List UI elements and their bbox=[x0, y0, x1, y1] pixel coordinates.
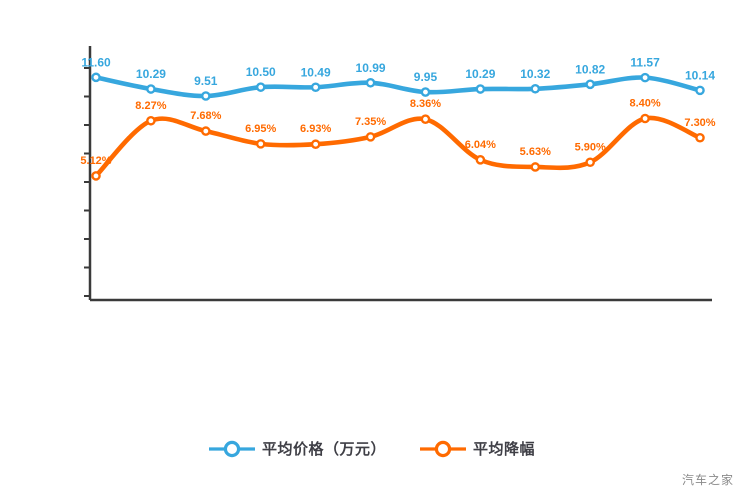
data-point-marker[interactable] bbox=[420, 87, 431, 97]
data-point-marker[interactable] bbox=[91, 72, 101, 83]
data-point-label: 7.68% bbox=[190, 110, 221, 122]
data-point-marker[interactable] bbox=[310, 139, 321, 150]
data-point-label: 5.63% bbox=[520, 146, 551, 158]
data-point-label: 10.32 bbox=[520, 67, 550, 81]
legend-item-price[interactable]: 平均价格（万元） bbox=[208, 438, 386, 459]
data-point-marker[interactable] bbox=[530, 83, 541, 94]
data-point-marker[interactable] bbox=[310, 82, 321, 93]
data-point-label: 10.82 bbox=[575, 62, 605, 76]
site-watermark: 汽车之家 bbox=[681, 473, 734, 487]
legend-marker-discount-icon bbox=[420, 440, 466, 457]
data-point-label: 10.29 bbox=[136, 67, 166, 81]
data-point-label: 6.95% bbox=[245, 123, 276, 135]
data-point-label: 5.90% bbox=[575, 141, 606, 153]
chart-legend: 平均价格（万元） 平均降幅 bbox=[0, 438, 744, 459]
legend-marker-price-icon bbox=[208, 440, 255, 457]
data-point-marker[interactable] bbox=[201, 91, 211, 101]
data-point-marker[interactable] bbox=[475, 84, 486, 94]
data-point-label: 10.14 bbox=[685, 68, 715, 82]
data-point-label: 8.40% bbox=[629, 98, 660, 110]
chart-series-layer bbox=[91, 72, 705, 181]
chart-axes bbox=[84, 46, 712, 302]
data-point-label: 8.36% bbox=[410, 98, 441, 110]
data-point-marker[interactable] bbox=[365, 77, 376, 88]
data-point-marker[interactable] bbox=[146, 84, 156, 94]
legend-item-discount[interactable]: 平均降幅 bbox=[420, 438, 535, 459]
data-point-label: 6.04% bbox=[465, 139, 496, 151]
data-point-marker[interactable] bbox=[146, 115, 156, 126]
data-point-marker[interactable] bbox=[640, 113, 650, 124]
data-point-marker[interactable] bbox=[585, 79, 595, 90]
legend-label-discount: 平均降幅 bbox=[473, 441, 536, 458]
data-point-label: 10.99 bbox=[356, 61, 386, 75]
data-point-label: 5.12% bbox=[80, 155, 111, 167]
chart-data-labels: 11.60 10.29 9.51 10.50 10.49 10.99 9.95 10.29 10… bbox=[80, 55, 715, 167]
data-point-marker[interactable] bbox=[585, 157, 595, 168]
data-point-label: 11.57 bbox=[630, 56, 660, 70]
data-point-label: 7.35% bbox=[355, 116, 386, 128]
data-point-marker[interactable] bbox=[530, 162, 541, 172]
data-point-marker[interactable] bbox=[255, 139, 266, 149]
legend-label-price: 平均价格（万元） bbox=[261, 441, 386, 458]
data-point-marker[interactable] bbox=[695, 85, 705, 96]
data-point-label: 10.50 bbox=[246, 65, 276, 79]
data-point-marker[interactable] bbox=[255, 82, 266, 92]
data-point-marker[interactable] bbox=[420, 114, 431, 124]
data-point-label: 9.95 bbox=[414, 70, 438, 84]
data-point-label: 10.49 bbox=[301, 65, 331, 79]
data-point-label: 11.60 bbox=[81, 55, 111, 69]
data-point-label: 9.51 bbox=[194, 74, 218, 88]
data-point-marker[interactable] bbox=[365, 132, 376, 142]
data-point-label: 8.27% bbox=[135, 100, 166, 112]
data-point-marker[interactable] bbox=[201, 126, 211, 136]
data-point-marker[interactable] bbox=[695, 132, 705, 143]
data-point-marker[interactable] bbox=[475, 154, 486, 165]
data-point-label: 6.93% bbox=[300, 123, 331, 135]
data-point-marker[interactable] bbox=[91, 171, 101, 181]
data-point-label: 10.29 bbox=[465, 67, 495, 81]
data-point-marker[interactable] bbox=[640, 72, 650, 83]
data-point-label: 7.30% bbox=[684, 117, 715, 129]
